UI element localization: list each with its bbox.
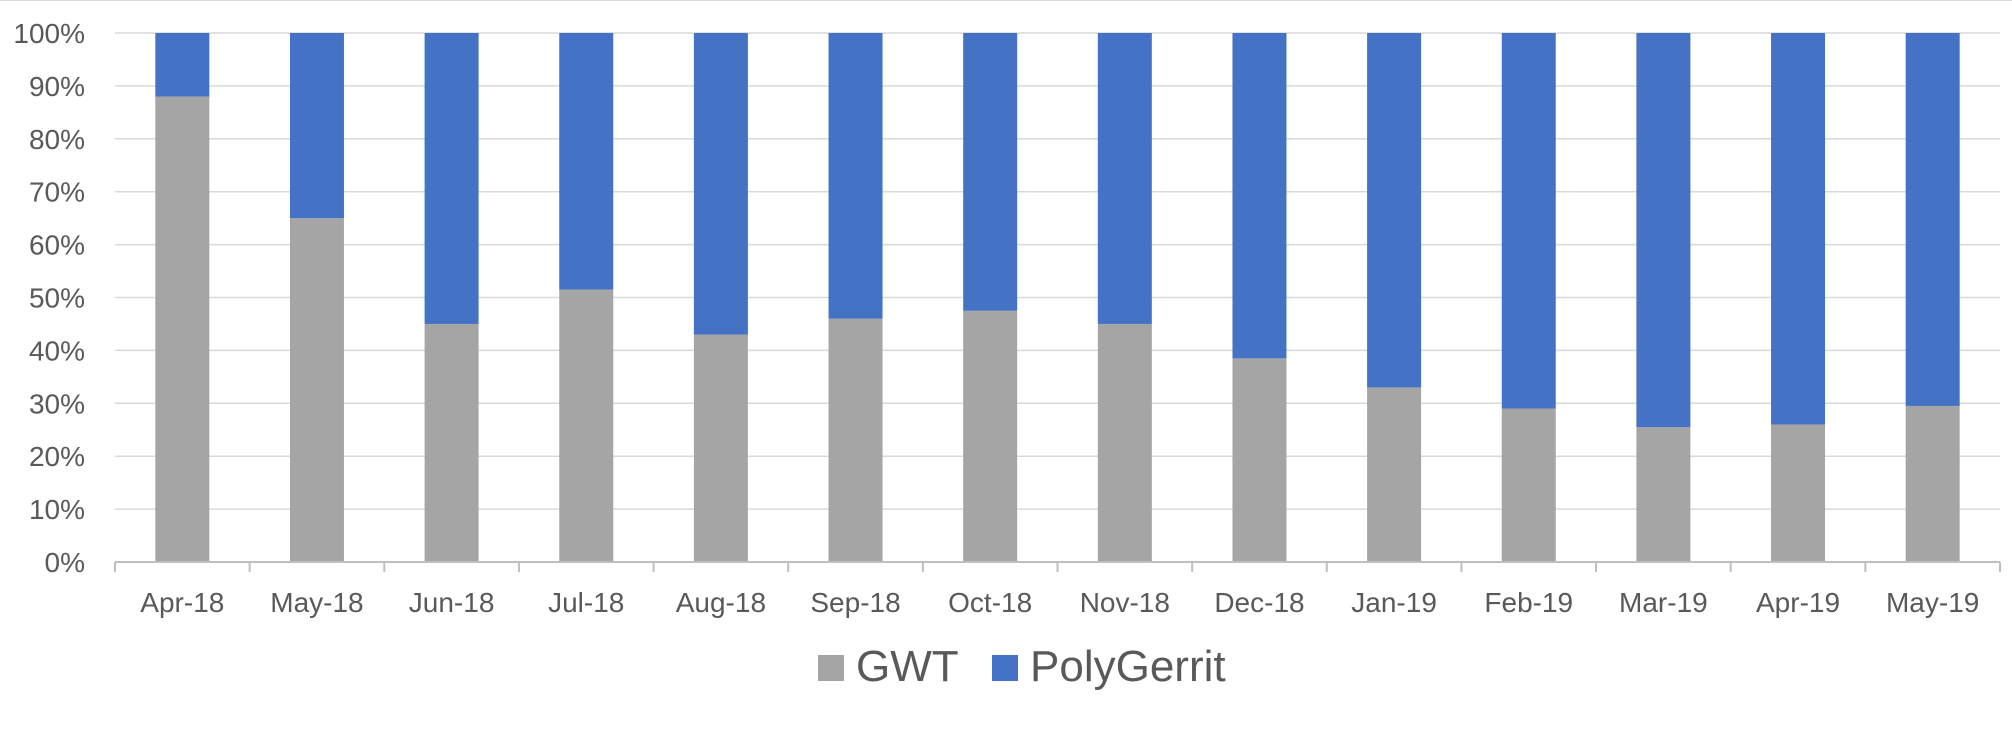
- x-tick-label: Apr-19: [1756, 587, 1840, 618]
- bar-polygerrit-may-18: [289, 33, 344, 219]
- bar-gwt-nov-18: [1097, 323, 1152, 562]
- bar-polygerrit-jun-18: [424, 33, 479, 324]
- legend: GWT PolyGerrit: [818, 642, 1226, 691]
- bar-polygerrit-sep-18: [828, 33, 883, 319]
- bar-polygerrit-apr-18: [155, 33, 210, 97]
- bar-gwt-jul-18: [559, 289, 614, 562]
- axes: [114, 561, 2001, 572]
- y-tick-label: 40%: [29, 335, 85, 366]
- x-tick-label: Mar-19: [1619, 587, 1708, 618]
- x-tick-label: Feb-19: [1484, 587, 1573, 618]
- bar-polygerrit-jan-19: [1367, 33, 1422, 388]
- bar-polygerrit-jul-18: [559, 33, 614, 290]
- y-tick-label: 30%: [29, 388, 85, 419]
- bar-polygerrit-may-19: [1905, 33, 1960, 406]
- bar-gwt-feb-19: [1501, 408, 1556, 562]
- bar-gwt-sep-18: [828, 318, 883, 562]
- y-tick-label: 50%: [29, 283, 85, 314]
- x-tick-label: Jul-18: [548, 587, 624, 618]
- bar-gwt-apr-19: [1771, 424, 1826, 562]
- bar-gwt-jan-19: [1367, 387, 1422, 562]
- y-axis-tick-labels: 0% 10% 20% 30% 40% 50% 60% 70% 80% 90% 100%: [13, 18, 85, 578]
- y-tick-label: 60%: [29, 230, 85, 261]
- bar-gwt-jun-18: [424, 323, 479, 562]
- x-tick-label: Dec-18: [1214, 587, 1304, 618]
- bar-gwt-dec-18: [1232, 358, 1287, 562]
- x-axis-tick-labels: Apr-18 May-18 Jun-18 Jul-18 Aug-18 Sep-18 Oct-…: [140, 587, 1979, 618]
- x-tick-label: May-18: [270, 587, 363, 618]
- y-tick-label: 90%: [29, 71, 85, 102]
- gridlines: [115, 32, 2000, 510]
- legend-label-polygerrit: PolyGerrit: [1030, 642, 1226, 691]
- bar-polygerrit-nov-18: [1097, 33, 1152, 324]
- bar-polygerrit-oct-18: [963, 33, 1018, 311]
- y-tick-label: 20%: [29, 441, 85, 472]
- y-tick-label: 70%: [29, 177, 85, 208]
- legend-swatch-polygerrit: [992, 655, 1018, 681]
- x-tick-label: Jun-18: [409, 587, 495, 618]
- bar-gwt-mar-19: [1636, 427, 1691, 562]
- y-tick-label: 100%: [13, 18, 85, 49]
- y-tick-label: 80%: [29, 124, 85, 155]
- bar-gwt-may-19: [1905, 405, 1960, 562]
- bar-gwt-oct-18: [963, 310, 1018, 562]
- x-tick-label: Nov-18: [1080, 587, 1170, 618]
- bar-gwt-apr-18: [155, 96, 210, 562]
- bars: [155, 33, 1960, 562]
- x-tick-label: Sep-18: [810, 587, 900, 618]
- y-tick-label: 10%: [29, 494, 85, 525]
- bar-polygerrit-mar-19: [1636, 33, 1691, 428]
- bar-gwt-may-18: [289, 218, 344, 562]
- bar-polygerrit-dec-18: [1232, 33, 1287, 359]
- legend-swatch-gwt: [818, 655, 844, 681]
- bar-gwt-aug-18: [693, 334, 748, 562]
- x-tick-label: Jan-19: [1351, 587, 1437, 618]
- x-tick-label: Aug-18: [676, 587, 766, 618]
- bar-polygerrit-apr-19: [1771, 33, 1826, 425]
- x-tick-label: Oct-18: [948, 587, 1032, 618]
- bar-polygerrit-aug-18: [693, 33, 748, 335]
- x-tick-label: Apr-18: [140, 587, 224, 618]
- bar-polygerrit-feb-19: [1501, 33, 1556, 409]
- x-tick-label: May-19: [1886, 587, 1979, 618]
- legend-label-gwt: GWT: [856, 642, 959, 691]
- y-tick-label: 0%: [45, 547, 85, 578]
